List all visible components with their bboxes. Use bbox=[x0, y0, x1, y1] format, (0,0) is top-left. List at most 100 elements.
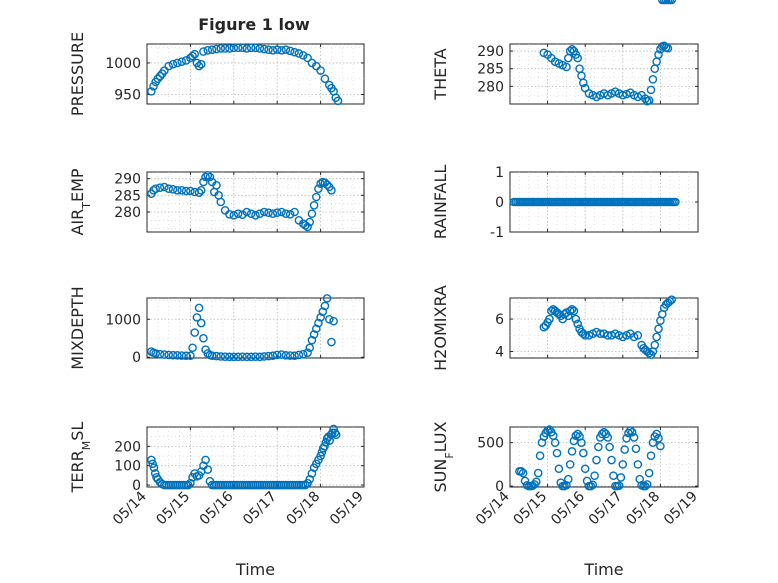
sun_flux-data-point bbox=[641, 481, 650, 491]
pressure-data-point bbox=[251, 43, 260, 53]
pressure-data-point bbox=[216, 44, 226, 53]
theta-data-point bbox=[648, 74, 658, 84]
h2omixra-data-point bbox=[571, 314, 581, 324]
terr_msl-y-tick-label: 200 bbox=[114, 439, 141, 455]
pressure-y-tick-label: 950 bbox=[114, 88, 141, 104]
air_temp-data-point bbox=[201, 172, 210, 182]
sun_flux-data-point bbox=[518, 468, 528, 478]
pressure-data-point bbox=[264, 45, 273, 54]
air_temp-data-point bbox=[311, 192, 321, 202]
air_temp-data-point bbox=[212, 181, 221, 190]
pressure-data-point bbox=[164, 61, 173, 71]
air_temp-data-point bbox=[155, 183, 165, 192]
h2omixra-data-point bbox=[652, 332, 661, 342]
h2omixra-data-point bbox=[579, 329, 588, 338]
mixdepth-data-point bbox=[259, 352, 269, 361]
mixdepth-data-point bbox=[203, 349, 213, 358]
air_temp-data-point bbox=[309, 201, 319, 210]
h2omixra-data-point bbox=[633, 330, 643, 340]
sun_flux-data-point bbox=[626, 426, 635, 435]
pressure-data-point bbox=[281, 45, 291, 54]
pressure-data-point bbox=[203, 46, 213, 55]
sun_flux-data-point bbox=[618, 460, 628, 469]
air_temp-data-point bbox=[264, 208, 273, 217]
sun_flux-data-point bbox=[550, 438, 560, 447]
sun_flux-data-point bbox=[565, 460, 575, 469]
sun_flux-data-point bbox=[590, 471, 599, 480]
figure-title: Figure 1 low bbox=[198, 15, 310, 34]
pressure-data-point bbox=[147, 87, 156, 96]
mixdepth-data-point bbox=[294, 350, 304, 360]
mixdepth-data-point bbox=[251, 352, 260, 361]
mixdepth-data-point bbox=[229, 352, 239, 362]
sun_flux-data-point bbox=[571, 431, 581, 440]
mixdepth-data-point bbox=[320, 301, 330, 311]
air_temp-data-point bbox=[246, 209, 256, 218]
sun_flux-x-tick-label: 05/18 bbox=[623, 489, 663, 529]
mixdepth-data-point bbox=[324, 314, 334, 324]
pressure-plot-area bbox=[146, 43, 365, 105]
sun_flux-data-point bbox=[646, 451, 656, 460]
sun_flux-data-point bbox=[629, 433, 639, 442]
h2omixra-data-point bbox=[654, 324, 663, 334]
sun_flux-data-point bbox=[567, 447, 577, 456]
pressure-data-point bbox=[196, 59, 206, 69]
mixdepth-y-tick-label: 0 bbox=[132, 350, 141, 366]
pressure-data-point bbox=[333, 96, 343, 106]
theta-data-point bbox=[573, 53, 582, 63]
terr_msl-x-axis-label: Time bbox=[235, 560, 275, 579]
terr_msl-data-point bbox=[183, 480, 193, 490]
air_temp-data-point bbox=[233, 209, 243, 218]
air_temp-data-point bbox=[251, 211, 260, 220]
sun_flux-x-tick-label: 05/14 bbox=[473, 488, 513, 528]
sun_flux-data-point bbox=[652, 429, 661, 439]
theta-data-point bbox=[618, 90, 628, 100]
air_temp-data-point bbox=[199, 177, 208, 187]
mixdepth-data-point bbox=[233, 352, 243, 362]
terr_msl-data-point bbox=[330, 428, 340, 438]
air_temp-data-point bbox=[327, 186, 336, 195]
chart-panel-h2omixra: 4 6 H2OMIXRA bbox=[431, 285, 699, 371]
terr_msl-data-point bbox=[148, 459, 157, 469]
sun_flux-y-axis-label: SUNFLUX bbox=[431, 421, 456, 492]
pressure-data-point bbox=[188, 51, 197, 61]
mixdepth-data-point bbox=[164, 350, 173, 360]
mixdepth-data-point bbox=[285, 351, 295, 360]
rainfall-y-tick-label: 1 bbox=[495, 165, 504, 181]
pressure-data-point bbox=[190, 49, 200, 59]
sun_flux-data-point bbox=[535, 451, 545, 460]
air_temp-data-point bbox=[259, 207, 269, 217]
terr_msl-x-tick-label: 05/15 bbox=[153, 489, 193, 529]
pressure-data-point bbox=[212, 44, 221, 54]
sun_flux-data-point bbox=[667, 0, 676, 5]
h2omixra-data-point bbox=[547, 306, 556, 316]
pressure-data-point bbox=[277, 46, 286, 55]
mixdepth-data-point bbox=[173, 351, 182, 360]
rainfall-y-tick-label: -1 bbox=[490, 225, 504, 241]
sun_flux-data-point bbox=[586, 481, 596, 491]
terr_msl-data-point bbox=[316, 451, 325, 461]
air_temp-data-point bbox=[268, 209, 278, 218]
sun_flux-data-point bbox=[592, 455, 601, 465]
sun_flux-data-point bbox=[552, 448, 562, 458]
mixdepth-data-point bbox=[196, 318, 206, 328]
terr_msl-x-tick-label: 05/14 bbox=[110, 488, 150, 528]
mixdepth-data-point bbox=[322, 294, 332, 303]
h2omixra-y-tick-label: 4 bbox=[495, 345, 504, 361]
pressure-data-point bbox=[268, 46, 278, 55]
sun_flux-data-point bbox=[577, 438, 586, 447]
mixdepth-data-point bbox=[199, 333, 208, 343]
mixdepth-y-axis-label: MIXDEPTH bbox=[68, 286, 87, 369]
mixdepth-y-tick-label: 1000 bbox=[105, 312, 141, 328]
sun_flux-data-point bbox=[580, 464, 590, 474]
pressure-data-point bbox=[173, 58, 182, 68]
mixdepth-data-point bbox=[307, 335, 317, 345]
pressure-y-axis-label: PRESSURE bbox=[68, 32, 87, 116]
pressure-data-point bbox=[259, 44, 269, 54]
terr_msl-data-point bbox=[301, 480, 310, 490]
mixdepth-data-point bbox=[238, 352, 247, 361]
air_temp-data-point bbox=[242, 207, 252, 217]
mixdepth-data-point bbox=[207, 351, 217, 361]
chart-panel-pressure: 950 1000 PRESSURE bbox=[68, 32, 365, 116]
